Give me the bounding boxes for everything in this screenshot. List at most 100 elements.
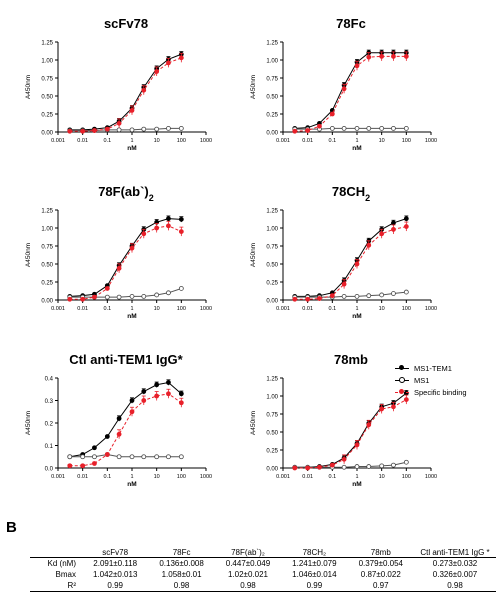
x-axis-label: nM [352, 313, 361, 320]
y-tick-label: 0.00 [41, 299, 53, 305]
x-tick-label: 1000 [200, 306, 212, 312]
legend-swatch-specific-binding [395, 389, 409, 394]
data-point [92, 128, 97, 133]
data-point [166, 60, 171, 66]
data-point [67, 463, 73, 469]
data-point [129, 108, 135, 113]
data-point [366, 125, 372, 131]
table-header-cell: 78Fc [148, 525, 215, 558]
data-point [154, 393, 160, 399]
series-line-specific-binding [294, 226, 407, 300]
data-point [391, 54, 396, 59]
series-line-specific-binding [294, 55, 407, 132]
data-point [379, 125, 385, 131]
series-line-ms1 [294, 461, 407, 468]
y-tick-label: 1.00 [41, 59, 53, 65]
data-point [154, 225, 160, 231]
y-tick-label: 1.00 [266, 395, 278, 401]
data-point [391, 220, 396, 226]
y-tick-label: 0.75 [266, 413, 278, 419]
data-point [154, 69, 160, 74]
data-point [80, 128, 86, 134]
data-point [141, 454, 147, 460]
data-point [366, 293, 372, 299]
data-point [104, 126, 110, 132]
table-cell: 1.042±0.013 [92, 570, 138, 579]
y-axis-label: A450nm [250, 75, 257, 99]
x-tick-label: 1000 [425, 138, 437, 144]
series-line-specific-binding [69, 57, 182, 132]
y-tick-label: 0.75 [266, 245, 278, 251]
x-tick-label: 10 [379, 306, 385, 312]
table-cell: 0.98 [414, 580, 496, 592]
data-point [379, 292, 385, 298]
data-point [178, 400, 184, 406]
data-point [391, 227, 396, 232]
data-point [92, 461, 97, 466]
table-cell: 0.447±0.049 [225, 559, 271, 568]
data-point [67, 128, 73, 134]
data-point [391, 462, 396, 468]
data-point [379, 54, 385, 59]
chart-panel-6: 78mb 0.00 0.25 0.50 0.75 1.00 1.25 0.001 0.01 0.1… [250, 352, 437, 488]
x-tick-label: 1 [130, 474, 133, 480]
data-point [104, 452, 110, 457]
data-point [403, 459, 409, 465]
data-point [116, 127, 122, 133]
data-point [292, 465, 298, 471]
x-tick-label: 1 [355, 138, 358, 144]
data-point [366, 422, 372, 428]
y-axis-label: A450nm [25, 75, 32, 99]
data-point [391, 404, 396, 410]
table-cell: 0.87±0.022 [360, 570, 401, 579]
y-tick-label: 1.25 [266, 209, 278, 215]
y-tick-label: 0.00 [266, 299, 278, 305]
series-line-ms1-tem1 [294, 218, 407, 297]
table-cell: 0.273±0.032 [432, 559, 478, 568]
data-point [178, 229, 184, 235]
x-tick-label: 100 [177, 138, 186, 144]
data-point [292, 296, 298, 302]
table-header-cell: 78CH₂ [281, 525, 348, 558]
table-cell: 0.99 [82, 580, 149, 592]
binding-stats-table: scFv78 78Fc 78F(ab`)₂ 78CH₂ 78mb Ctl ant… [30, 525, 496, 592]
x-tick-label: 100 [402, 138, 411, 144]
data-point [391, 125, 396, 131]
data-point [354, 442, 360, 448]
x-tick-label: 0.01 [302, 474, 313, 480]
y-tick-label: 1.00 [41, 227, 53, 233]
data-point [178, 286, 184, 291]
chart-panel-2: 78Fc 0.00 0.25 0.50 0.75 1.00 1.25 0.001 0.01 0.1… [250, 16, 437, 152]
chart-panel-5: Ctl anti-TEM1 IgG* 0.0 0.1 0.2 0.3 0.4 0.001 0.… [25, 352, 212, 488]
table-cell: 1.02±0.021 [227, 570, 268, 579]
x-axis-label: nM [352, 481, 361, 488]
table-cell: 2.091±0.118 [93, 559, 138, 568]
table-cell: 0.98 [148, 580, 215, 592]
y-tick-label: 0.1 [45, 444, 54, 450]
data-point [154, 292, 160, 298]
y-tick-label: 0.4 [45, 377, 54, 383]
data-point [178, 391, 184, 397]
table-row-label: Bmax [55, 570, 76, 579]
y-tick-label: 0.00 [266, 467, 278, 473]
data-point [366, 242, 372, 248]
data-point [403, 54, 409, 59]
series-line-ms1 [294, 127, 407, 130]
data-point [305, 465, 311, 471]
legend-swatch-ms1-tem1 [395, 365, 409, 370]
chart-panel-1: scFv78 0.00 0.25 0.50 0.75 1.00 1.25 0.001 0.01 0… [25, 16, 212, 152]
data-point [92, 445, 97, 451]
data-point [305, 128, 311, 133]
data-point [354, 464, 360, 469]
table-row: Kd (nM) 2.091±0.118 0.136±0.008 0.447±0.… [30, 558, 496, 570]
table-cell: 0.99 [281, 580, 348, 592]
data-point [166, 223, 171, 229]
data-point [166, 391, 171, 397]
y-tick-label: 0.25 [266, 281, 278, 287]
x-tick-label: 100 [402, 306, 411, 312]
x-tick-label: 0.001 [276, 138, 290, 144]
data-point [129, 398, 135, 403]
series-line-ms1-tem1 [69, 53, 182, 131]
data-point [366, 54, 372, 60]
